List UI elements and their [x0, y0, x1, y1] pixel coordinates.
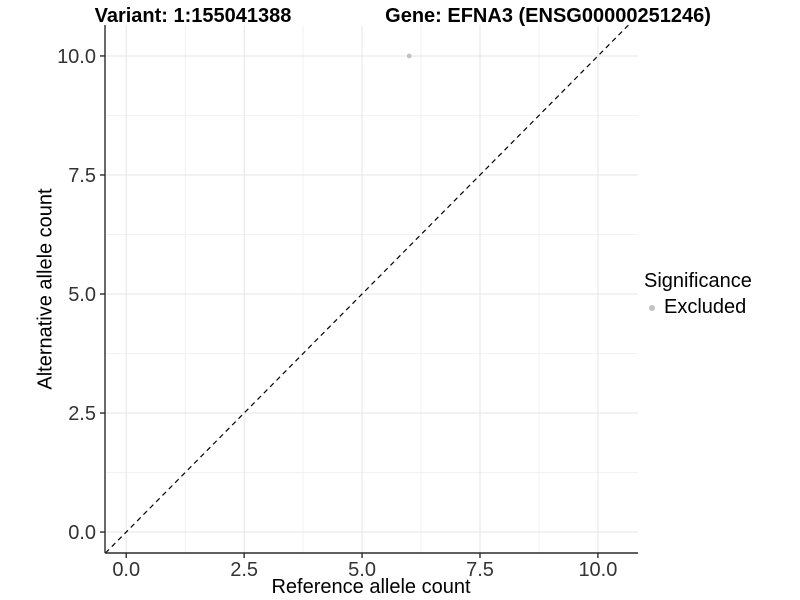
y-axis-title: Alternative allele count [34, 188, 57, 390]
legend-entry-label: Excluded [664, 296, 747, 318]
x-tick-label: 7.5 [466, 559, 494, 581]
identity-dashed-line [105, 24, 629, 554]
y-tick-label: 2.5 [68, 403, 96, 425]
legend-point-icon [649, 304, 655, 311]
legend-key [646, 304, 664, 311]
data-point [406, 53, 412, 59]
y-tick-label: 0.0 [68, 522, 96, 544]
plot-title-gene: Gene: EFNA3 (ENSG00000251246) [385, 5, 711, 27]
plot-title-variant: Variant: 1:155041388 [94, 5, 292, 27]
y-tick-label: 10.0 [57, 46, 96, 68]
x-tick-label: 2.5 [230, 559, 258, 581]
x-axis-title: Reference allele count [271, 576, 471, 598]
legend: Significance Excluded [644, 270, 752, 319]
legend-entry: Excluded [644, 296, 752, 319]
y-tick-label: 7.5 [68, 165, 96, 187]
y-tick-label: 5.0 [68, 284, 96, 306]
x-tick-label: 0.0 [112, 559, 140, 581]
x-tick-label: 5.0 [348, 559, 376, 581]
x-tick-label: 10.0 [578, 559, 617, 581]
legend-title: Significance [644, 270, 752, 292]
